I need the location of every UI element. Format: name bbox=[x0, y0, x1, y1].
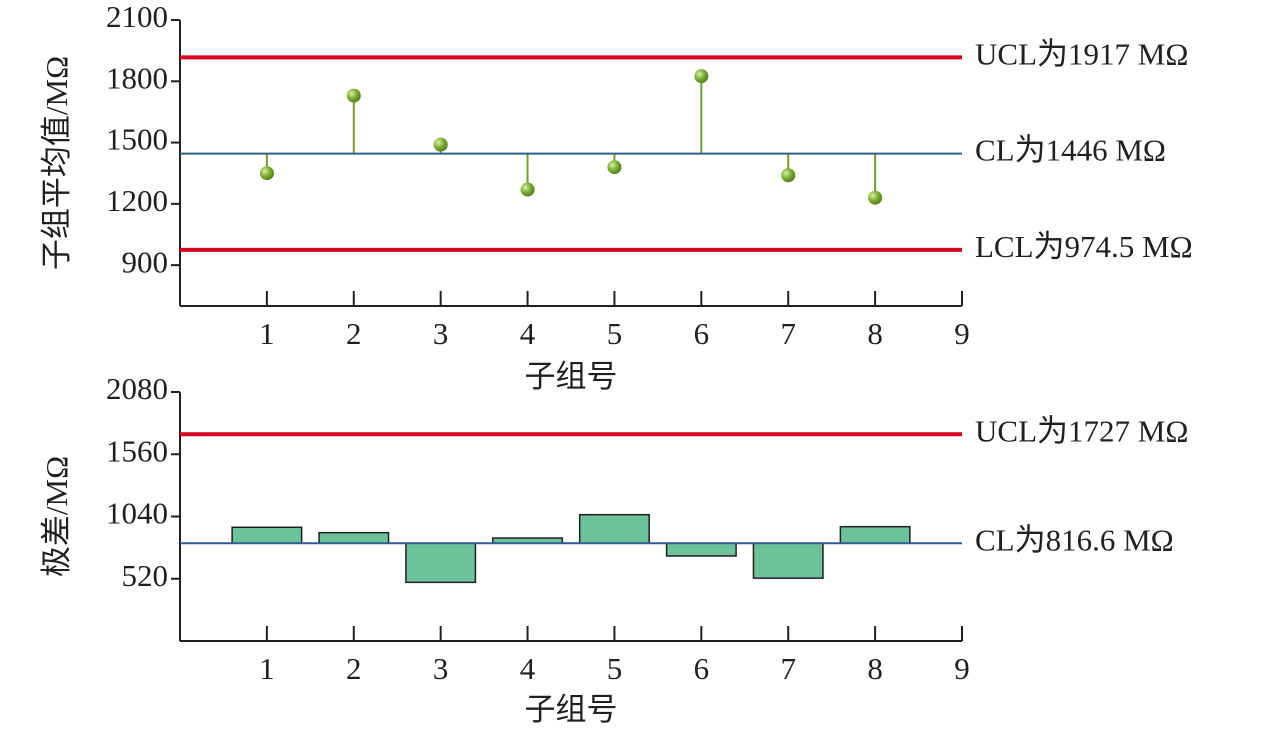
bar bbox=[839, 525, 911, 544]
x-tick-label: 7 bbox=[780, 651, 796, 686]
x-tick-label: 3 bbox=[433, 651, 449, 686]
y-tick-label: 900 bbox=[122, 244, 169, 279]
y-tick-label: 1200 bbox=[106, 183, 168, 218]
x-axis-label: 子组号 bbox=[525, 692, 618, 727]
x-tick-label: 5 bbox=[607, 651, 623, 686]
x-tick-label: 6 bbox=[694, 316, 710, 351]
ucl-label: UCL为1917 MΩ bbox=[975, 36, 1188, 71]
point bbox=[433, 137, 448, 152]
x-tick-label: 1 bbox=[259, 316, 275, 351]
ucl-label: UCL为1727 MΩ bbox=[975, 413, 1188, 448]
x-tick-label: 9 bbox=[954, 651, 970, 686]
point bbox=[607, 160, 622, 175]
x-tick-label: 6 bbox=[694, 651, 710, 686]
bar bbox=[665, 542, 737, 557]
x-tick-label: 9 bbox=[954, 316, 970, 351]
y-tick-label: 520 bbox=[122, 558, 169, 593]
bar bbox=[752, 542, 824, 579]
lcl-label: LCL为974.5 MΩ bbox=[975, 229, 1193, 264]
y-tick-label: 2080 bbox=[106, 371, 168, 406]
point bbox=[781, 168, 796, 183]
y-tick-label: 1500 bbox=[106, 122, 168, 157]
x-tick-label: 4 bbox=[520, 651, 536, 686]
y-tick-label: 1800 bbox=[106, 60, 168, 95]
x-tick-label: 7 bbox=[780, 316, 796, 351]
bar bbox=[578, 513, 650, 544]
x-tick-label: 1 bbox=[259, 651, 275, 686]
cl-label: CL为1446 MΩ bbox=[975, 133, 1166, 168]
bar bbox=[318, 531, 390, 544]
y-axis-label: 极差/MΩ bbox=[39, 456, 74, 577]
x-tick-label: 5 bbox=[607, 316, 623, 351]
x-tick-label: 8 bbox=[867, 651, 883, 686]
y-tick-label: 2100 bbox=[106, 0, 168, 34]
point bbox=[694, 69, 709, 84]
point bbox=[346, 88, 361, 103]
x-tick-label: 3 bbox=[433, 316, 449, 351]
cl-label: CL为816.6 MΩ bbox=[975, 522, 1174, 557]
y-axis-label: 子组平均值/MΩ bbox=[39, 56, 74, 270]
y-tick-label: 1560 bbox=[106, 433, 168, 468]
x-tick-label: 8 bbox=[867, 316, 883, 351]
point bbox=[259, 166, 274, 181]
bar bbox=[405, 542, 477, 584]
x-axis-label: 子组号 bbox=[525, 359, 618, 394]
bar bbox=[231, 526, 303, 544]
y-tick-label: 1040 bbox=[106, 496, 168, 531]
x-tick-label: 2 bbox=[346, 651, 362, 686]
x-tick-label: 2 bbox=[346, 316, 362, 351]
x-tick-label: 4 bbox=[520, 316, 536, 351]
point bbox=[868, 190, 883, 205]
point bbox=[520, 182, 535, 197]
